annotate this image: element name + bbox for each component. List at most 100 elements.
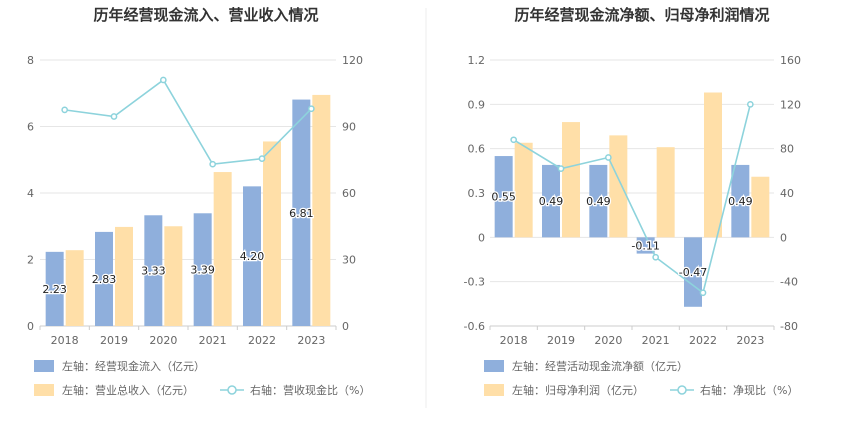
legend-swatch	[484, 360, 504, 372]
right-axis-tick: 60	[342, 187, 356, 200]
line-point-2019	[557, 165, 565, 172]
left-axis-tick: 0.9	[468, 98, 486, 111]
legend-swatch-marker	[227, 385, 237, 395]
series-line	[64, 78, 312, 166]
chart-panel-1: 历年经营现金流入、营业收入情况 0 2 4 6 8 0 30 60 90 120 2018 2019 20…	[27, 6, 370, 397]
right-axis-tick: -40	[780, 276, 798, 289]
data-label: -0.47	[679, 266, 707, 279]
x-axis-tick: 2021	[199, 334, 227, 347]
x-axis-tick: 2019	[100, 334, 128, 347]
line-point-2022	[258, 155, 266, 162]
left-axis-tick: 0.6	[468, 143, 486, 156]
bar-1-2018	[45, 251, 64, 326]
bar-2-2022	[704, 92, 722, 238]
left-axis-tick: -0.3	[464, 276, 485, 289]
bar-1-2020	[144, 215, 163, 326]
right-axis-tick: 30	[342, 254, 356, 267]
x-axis-tick: 2020	[149, 334, 177, 347]
data-label: 3.39	[190, 264, 215, 277]
line-point-2018	[61, 106, 69, 114]
bar-1-2018	[494, 156, 513, 238]
data-label: 0.49	[539, 195, 564, 208]
legend-label: 左轴：归母净利润（亿元）	[512, 383, 644, 397]
bar-2-2023	[312, 94, 331, 326]
right-axis-tick: 0	[780, 231, 787, 244]
x-axis-tick: 2018	[51, 334, 79, 347]
line-point-2023	[307, 105, 315, 113]
line-point-2021	[209, 160, 217, 168]
left-axis-tick: 1.2	[468, 54, 486, 67]
bar-2-2020	[164, 226, 183, 326]
x-axis-tick: 2021	[642, 334, 670, 347]
x-axis-tick: 2023	[736, 334, 764, 347]
legend-swatch-marker	[677, 385, 687, 395]
data-label: -0.11	[631, 239, 659, 252]
bar-1-2019	[95, 231, 113, 326]
data-label: 0.49	[728, 195, 753, 208]
right-axis-tick: 120	[342, 54, 363, 67]
bar-1-2021	[636, 237, 655, 254]
line-point-2021	[652, 253, 660, 261]
data-label: 3.33	[141, 265, 166, 278]
right-axis-tick: 0	[342, 320, 349, 333]
data-label: 0.55	[491, 191, 516, 204]
right-axis-tick: 160	[780, 54, 801, 67]
data-label: 4.20	[240, 250, 265, 263]
bar-1-2021	[193, 213, 212, 326]
bar-1-2019	[542, 164, 560, 238]
line-point-2022	[699, 289, 707, 297]
x-axis-tick: 2023	[297, 334, 325, 347]
bar-2-2020	[609, 135, 628, 238]
chart-panel-2: 历年经营现金流净额、归母净利润情况 -0.6 -0.3 0 0.3 0.6 0.9 1.2 -8…	[464, 6, 801, 397]
bar-2-2019	[115, 226, 133, 326]
x-axis-tick: 2022	[689, 334, 717, 347]
legend-swatch	[484, 384, 504, 396]
bar-1-2023	[292, 99, 311, 326]
legend-label: 右轴：营收现金比（%）	[250, 383, 370, 397]
left-axis-tick: -0.6	[464, 320, 485, 333]
bar-2-2018	[514, 142, 533, 238]
left-axis-tick: 4	[27, 187, 34, 200]
line-point-2018	[510, 136, 518, 144]
bar-2-2018	[65, 250, 84, 326]
bar-1-2022	[243, 186, 261, 326]
bar-2-2019	[562, 122, 580, 238]
line-point-2019	[110, 113, 118, 120]
right-axis-tick: 40	[780, 187, 794, 200]
legend-label: 左轴：营业总收入（亿元）	[62, 383, 194, 397]
left-axis-tick: 6	[27, 121, 34, 134]
legend-label: 左轴：经营现金流入（亿元）	[62, 359, 205, 373]
legend-swatch	[34, 360, 54, 372]
bar-2-2023	[751, 176, 770, 238]
left-axis-tick: 8	[27, 54, 34, 67]
legend-label: 左轴：经营活动现金流净额（亿元）	[512, 359, 688, 373]
chart-title: 历年经营现金流入、营业收入情况	[93, 6, 318, 24]
line-point-2020	[604, 154, 612, 161]
legend-swatch	[34, 384, 54, 396]
bar-2-2021	[213, 172, 232, 326]
bar-2-2021	[656, 147, 675, 238]
data-label: 2.23	[42, 283, 67, 296]
right-axis-tick: 90	[342, 121, 356, 134]
left-axis-tick: 0.3	[468, 187, 486, 200]
bar-2-2022	[263, 141, 281, 326]
x-axis-tick: 2018	[500, 334, 528, 347]
x-axis-tick: 2020	[594, 334, 622, 347]
data-label: 2.83	[92, 273, 117, 286]
x-axis-tick: 2022	[248, 334, 276, 347]
line-point-2020	[159, 76, 167, 84]
left-axis-tick: 0	[27, 320, 34, 333]
line-point-2023	[746, 100, 754, 108]
bar-1-2023	[731, 164, 750, 238]
right-axis-tick: 80	[780, 143, 794, 156]
right-axis-tick: 120	[780, 98, 801, 111]
data-label: 0.49	[586, 195, 611, 208]
x-axis-tick: 2019	[547, 334, 575, 347]
chart-title: 历年经营现金流净额、归母净利润情况	[514, 6, 769, 24]
bar-1-2020	[589, 164, 608, 238]
legend-label: 右轴：净现比（%）	[700, 383, 798, 397]
left-axis-tick: 0	[478, 231, 485, 244]
data-label: 6.81	[289, 207, 314, 220]
